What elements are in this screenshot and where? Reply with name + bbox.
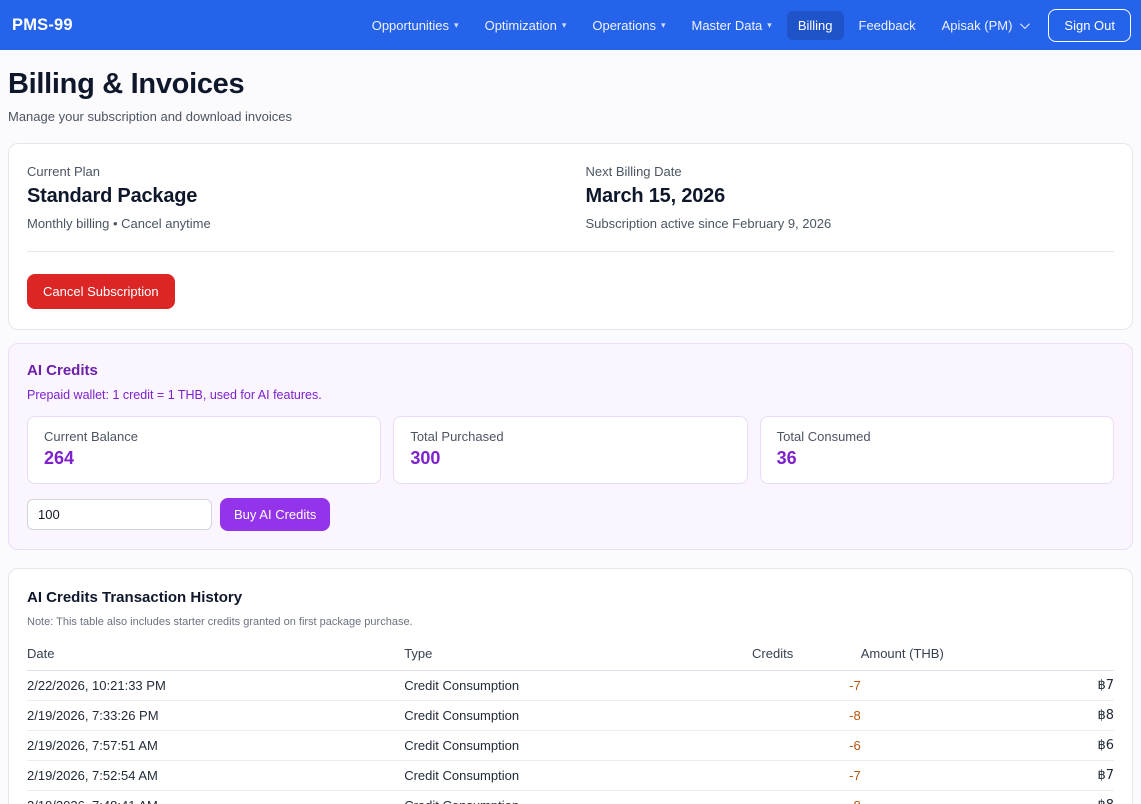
stat-box-total-purchased: Total Purchased 300 (393, 416, 748, 484)
top-navbar: PMS-99 Opportunities ▾ Optimization ▾ Op… (0, 0, 1141, 50)
brand-logo[interactable]: PMS-99 (12, 15, 73, 34)
stat-value: 264 (44, 448, 75, 468)
chevron-down-icon: ▾ (561, 19, 567, 30)
chevron-down-icon: ▾ (660, 19, 666, 30)
cell-date: 2/19/2026, 7:33:26 PM (27, 700, 405, 731)
credit-amount-input[interactable] (27, 499, 212, 530)
chevron-down-icon: ▾ (454, 19, 459, 30)
next-billing-label: Next Billing Date (585, 164, 682, 179)
current-plan-block: Current Plan Standard Package Monthly bi… (27, 164, 556, 231)
cell-type: Credit Consumption (404, 700, 753, 731)
cell-date: 2/19/2026, 7:52:54 AM (27, 760, 405, 791)
nav-item-label: Apisak (PM) (941, 17, 1013, 33)
transaction-history-table: Date Type Credits Amount (THB) 2/22/2026… (27, 640, 1114, 804)
cell-date: 2/22/2026, 10:21:33 PM (27, 670, 405, 701)
cell-type: Credit Consumption (404, 790, 753, 804)
cell-credits: -6 (752, 730, 861, 761)
buy-credits-row: Buy AI Credits (27, 498, 1114, 531)
nav-item-master-data[interactable]: Master Data ▾ (680, 11, 782, 40)
cell-credits: -7 (752, 670, 861, 701)
stat-box-current-balance: Current Balance 264 (27, 416, 382, 484)
ai-credits-title: AI Credits (27, 362, 98, 379)
cell-credits: -7 (752, 760, 861, 791)
subscription-active-since: Subscription active since February 9, 20… (585, 216, 832, 231)
nav-item-billing[interactable]: Billing (786, 10, 844, 40)
table-row: 2/19/2026, 7:57:51 AM Credit Consumption… (27, 730, 1114, 761)
nav-item-label: Operations (592, 17, 656, 33)
table-row: 2/19/2026, 7:48:41 AM Credit Consumption… (27, 790, 1114, 804)
credit-stats: Current Balance 264 Total Purchased 300 … (27, 416, 1114, 484)
nav-item-label: Master Data (691, 17, 763, 33)
cell-credits: -8 (752, 790, 861, 804)
column-header-date: Date (27, 640, 405, 671)
next-billing-date: March 15, 2026 (585, 185, 726, 207)
nav-item-label: Opportunities (371, 17, 450, 33)
ai-credits-subtitle: Prepaid wallet: 1 credit = 1 THB, used f… (27, 388, 322, 402)
table-row: 2/19/2026, 7:52:54 AM Credit Consumption… (27, 760, 1114, 791)
chevron-down-icon: ▾ (767, 19, 772, 30)
chevron-down-icon (1020, 18, 1031, 29)
cell-credits: -8 (752, 700, 861, 731)
table-row: 2/19/2026, 7:33:26 PM Credit Consumption… (27, 700, 1114, 731)
stat-value: 36 (776, 448, 797, 468)
transaction-history-title: AI Credits Transaction History (27, 589, 243, 606)
nav-item-optimization[interactable]: Optimization ▾ (474, 11, 578, 40)
cell-date: 2/19/2026, 7:48:41 AM (27, 790, 405, 804)
column-header-amount: Amount (THB) (860, 640, 1114, 671)
stat-value: 300 (410, 448, 441, 468)
nav-item-label: Feedback (858, 17, 916, 33)
nav-item-label: Optimization (484, 17, 557, 33)
cell-amount: ฿6 (860, 730, 1114, 761)
stat-label: Current Balance (44, 429, 138, 444)
history-table-body: 2/22/2026, 10:21:33 PM Credit Consumptio… (27, 670, 1114, 804)
column-header-type: Type (404, 640, 753, 671)
stat-label: Total Purchased (410, 429, 504, 444)
cell-type: Credit Consumption (404, 670, 753, 701)
stat-box-total-consumed: Total Consumed 36 (759, 416, 1114, 484)
cell-amount: ฿8 (860, 790, 1114, 804)
cell-amount: ฿7 (860, 670, 1114, 701)
sign-out-button[interactable]: Sign Out (1048, 8, 1131, 42)
page-title: Billing & Invoices (8, 68, 245, 100)
stat-label: Total Consumed (776, 429, 871, 444)
buy-ai-credits-button[interactable]: Buy AI Credits (220, 498, 331, 531)
ai-credits-card: AI Credits Prepaid wallet: 1 credit = 1 … (8, 343, 1133, 550)
current-plan-card: Current Plan Standard Package Monthly bi… (8, 143, 1133, 330)
nav-menu: Opportunities ▾ Optimization ▾ Operation… (361, 10, 1039, 40)
cell-amount: ฿8 (860, 700, 1114, 731)
cell-type: Credit Consumption (404, 730, 753, 761)
table-header-row: Date Type Credits Amount (THB) (27, 640, 1114, 671)
nav-item-feedback[interactable]: Feedback (848, 11, 927, 40)
plan-name: Standard Package (27, 185, 198, 207)
plan-divider (27, 251, 1114, 252)
current-plan-label: Current Plan (27, 164, 100, 179)
nav-item-apisak-pm[interactable]: Apisak (PM) (931, 11, 1039, 40)
transaction-history-card: AI Credits Transaction History Note: Thi… (8, 568, 1133, 804)
transaction-history-note: Note: This table also includes starter c… (27, 616, 413, 628)
cancel-subscription-button[interactable]: Cancel Subscription (27, 274, 175, 309)
cell-date: 2/19/2026, 7:57:51 AM (27, 730, 405, 761)
cell-amount: ฿7 (860, 760, 1114, 791)
table-row: 2/22/2026, 10:21:33 PM Credit Consumptio… (27, 670, 1114, 701)
next-billing-block: Next Billing Date March 15, 2026 Subscri… (586, 164, 1115, 231)
nav-item-label: Billing (797, 17, 833, 33)
main-content: Billing & Invoices Manage your subscript… (0, 68, 1141, 804)
nav-item-opportunities[interactable]: Opportunities ▾ (361, 11, 470, 40)
nav-item-operations[interactable]: Operations ▾ (581, 11, 676, 40)
plan-detail: Monthly billing • Cancel anytime (27, 216, 211, 231)
column-header-credits: Credits (752, 640, 861, 671)
page-subtitle: Manage your subscription and download in… (8, 109, 293, 124)
cell-type: Credit Consumption (404, 760, 753, 791)
